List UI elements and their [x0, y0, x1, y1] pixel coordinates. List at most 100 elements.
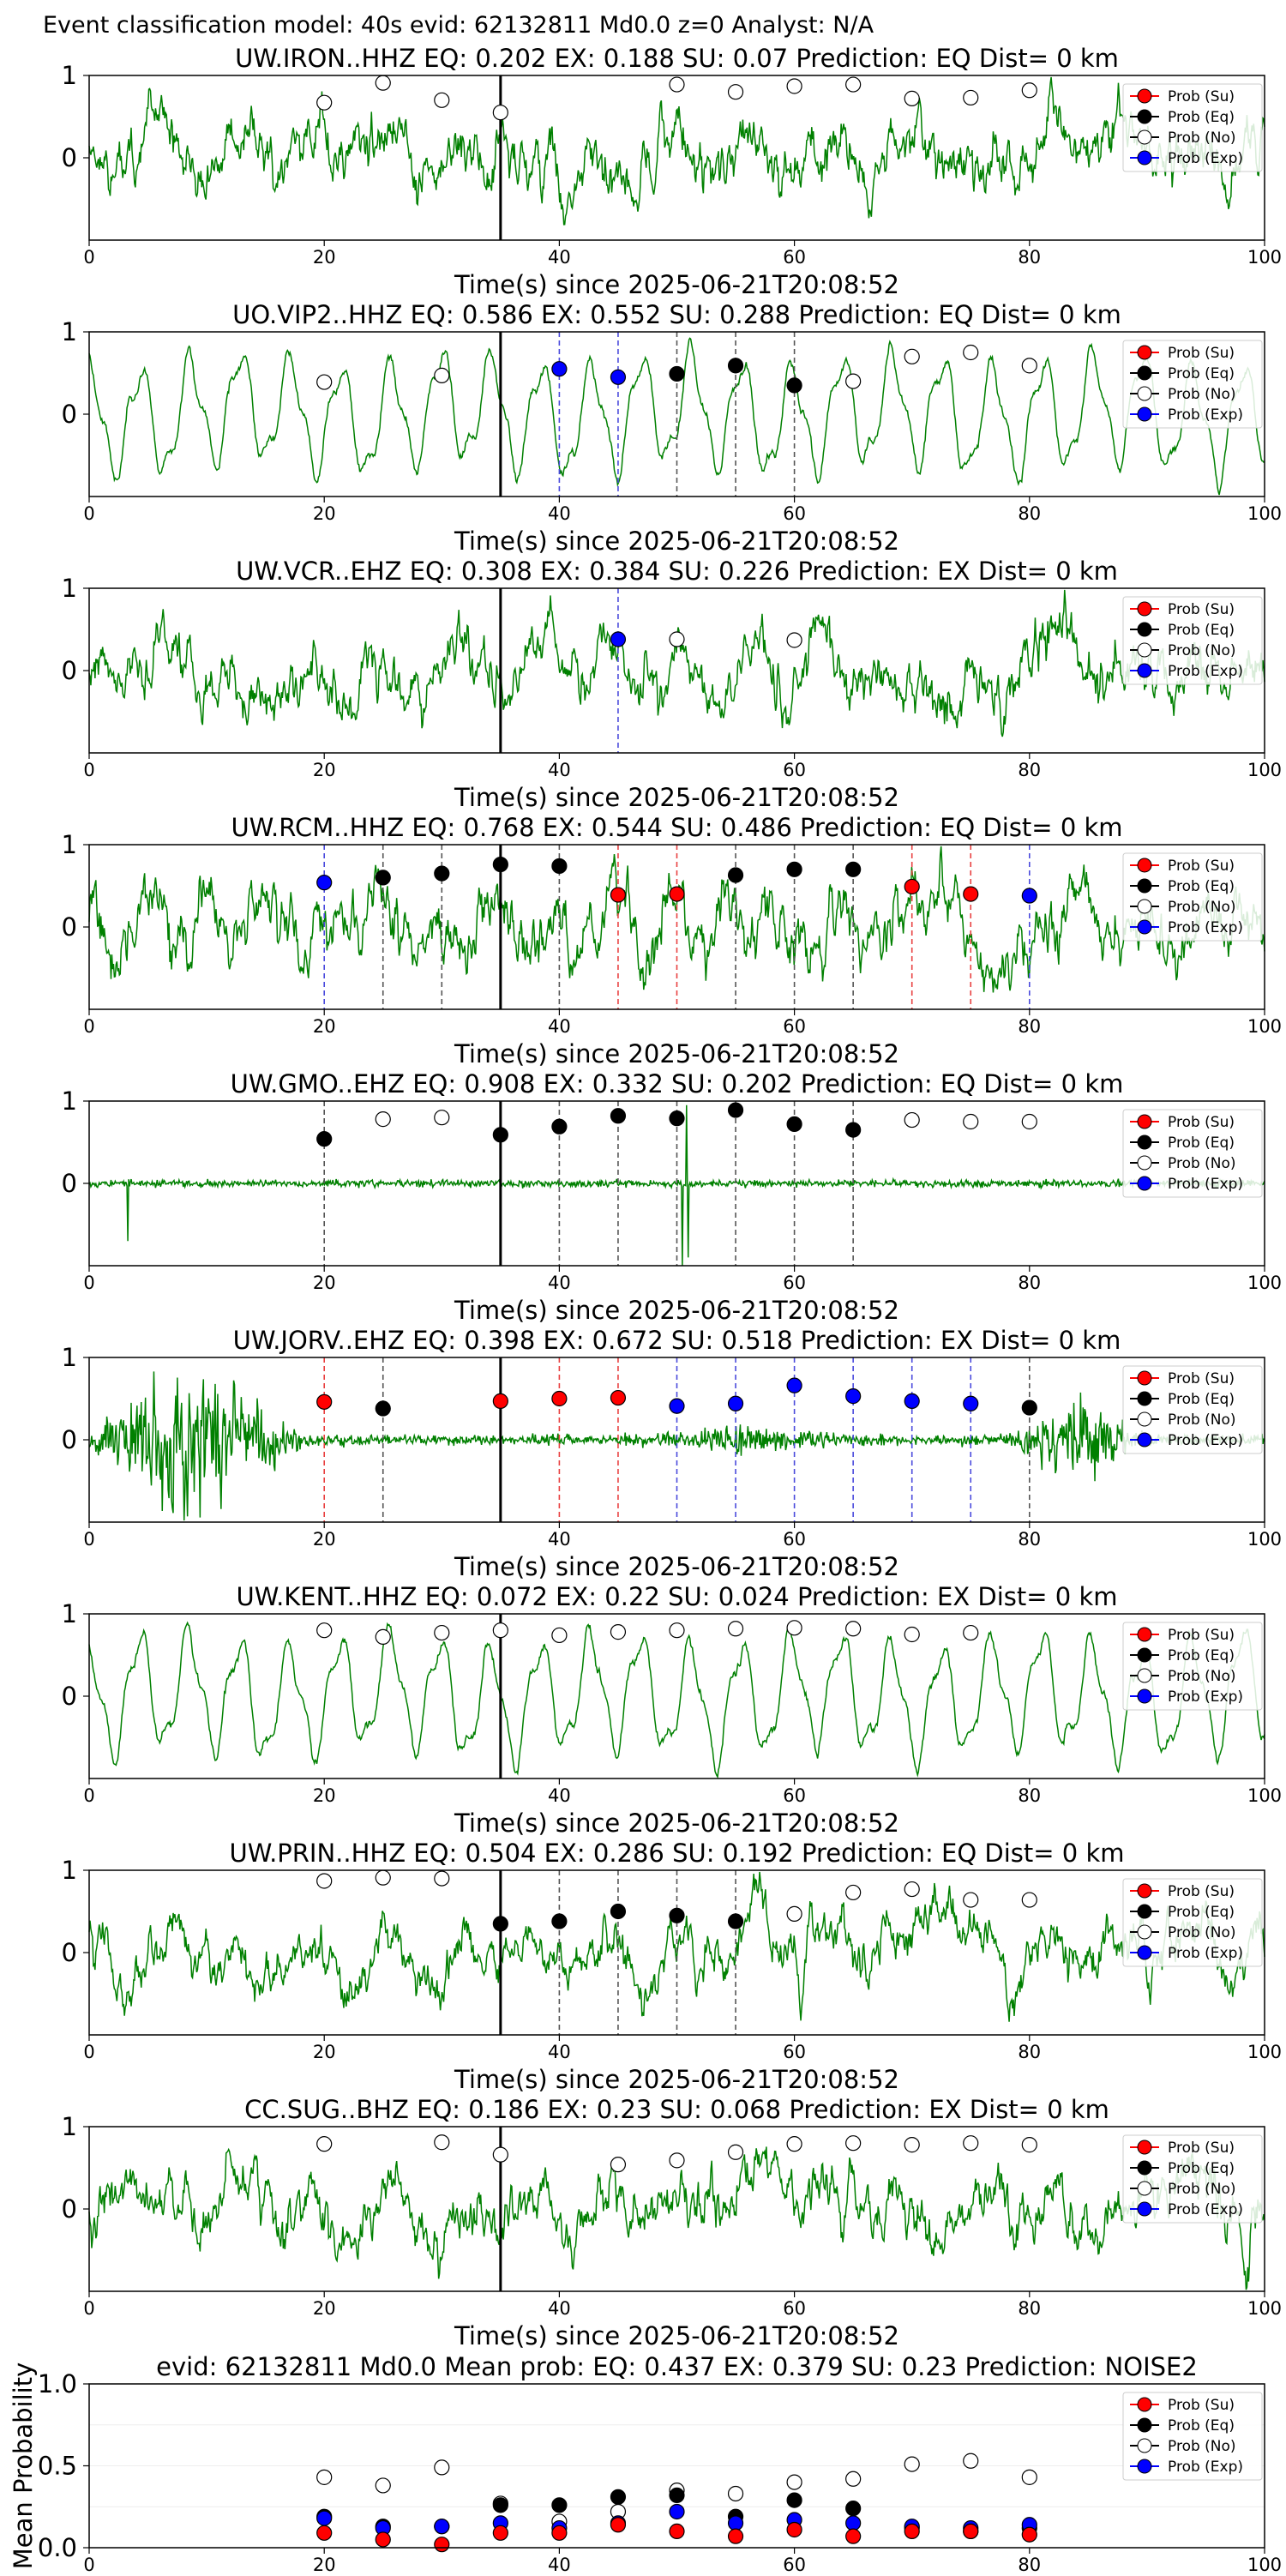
legend-marker-su	[1137, 858, 1152, 873]
legend-box: Prob (Su) Prob (Eq) Prob (No) Prob (Exp)	[1122, 2134, 1263, 2224]
x-tick-label: 60	[783, 1529, 806, 1550]
legend-marker-su	[1137, 1883, 1152, 1899]
x-tick-label: 20	[313, 2555, 336, 2573]
station-panel-7: UW.KENT..HHZ EQ: 0.072 EX: 0.22 SU: 0.02…	[62, 1582, 1283, 1838]
legend-marker-su	[1137, 2140, 1152, 2155]
panel-title: UW.GMO..EHZ EQ: 0.908 EX: 0.332 SU: 0.20…	[231, 1069, 1124, 1098]
station-panel-9: CC.SUG..BHZ EQ: 0.186 EX: 0.23 SU: 0.068…	[62, 2095, 1283, 2350]
waveform-trace	[88, 1621, 1265, 1779]
legend-marker-exp	[1137, 1688, 1152, 1704]
prob-point-su	[669, 886, 685, 902]
x-tick-label: 0	[83, 2042, 94, 2062]
legend-frame	[1122, 2392, 1263, 2481]
prob-point-no	[727, 2144, 744, 2160]
prob-point-no	[963, 2135, 979, 2152]
y-tick-label: 0	[62, 400, 77, 429]
mean-point-no	[786, 2474, 802, 2490]
x-tick-label: 100	[1247, 1785, 1282, 1806]
x-tick-label: 0	[83, 1785, 94, 1806]
prob-point-no	[845, 1621, 862, 1637]
station-panel-3: UW.VCR..EHZ EQ: 0.308 EX: 0.384 SU: 0.22…	[62, 557, 1283, 812]
legend-box: Prob (Su) Prob (Eq) Prob (No) Prob (Exp)	[1122, 2392, 1263, 2481]
prob-point-su	[610, 887, 627, 903]
panel-title: evid: 62132811 Md0.0 Mean prob: EQ: 0.43…	[156, 2352, 1198, 2381]
prob-point-eq	[610, 1108, 627, 1124]
x-tick-label: 80	[1018, 1273, 1041, 1293]
legend-marker-eq	[1137, 1647, 1152, 1663]
x-tick-label: 80	[1018, 1016, 1041, 1037]
x-axis-label: Time(s) since 2025-06-21T20:08:52	[454, 1809, 899, 1838]
legend-frame	[1122, 340, 1263, 429]
legend-marker-no	[1137, 386, 1152, 401]
y-tick-label: 0.0	[38, 2533, 77, 2562]
prob-point-su	[316, 1393, 333, 1410]
x-tick-label: 60	[783, 1016, 806, 1037]
prob-point-su	[551, 1390, 568, 1407]
y-tick-label: 0	[62, 1682, 77, 1711]
prob-point-eq	[610, 1903, 627, 1920]
legend-box: Prob (Su) Prob (Eq) Prob (No) Prob (Exp)	[1122, 83, 1263, 172]
legend-label-exp: Prob (Exp)	[1168, 919, 1243, 936]
legend-label-su: Prob (Su)	[1168, 1114, 1235, 1131]
x-tick-label: 20	[313, 1785, 336, 1806]
mean-point-no	[904, 2456, 920, 2472]
x-axis-label: Time(s) since 2025-06-21T20:08:52	[454, 1552, 899, 1581]
y-tick-label: 1	[62, 2112, 77, 2141]
prob-point-no	[375, 1628, 391, 1645]
prob-point-exp	[551, 361, 568, 377]
x-tick-label: 100	[1247, 1529, 1282, 1550]
prob-point-no	[845, 373, 862, 389]
mean-point-su	[669, 2523, 685, 2539]
legend-marker-no	[1137, 642, 1152, 658]
x-tick-label: 100	[1247, 2555, 1282, 2573]
legend-label-exp: Prob (Exp)	[1168, 150, 1243, 167]
legend-label-exp: Prob (Exp)	[1168, 2201, 1243, 2218]
prob-point-no	[492, 1622, 508, 1639]
mean-point-su	[316, 2525, 333, 2541]
x-axis-label: Time(s) since 2025-06-21T20:08:52	[454, 1296, 899, 1325]
prob-point-eq	[845, 1122, 862, 1138]
y-tick-label: 1	[62, 61, 77, 90]
legend-label-su: Prob (Su)	[1168, 88, 1235, 105]
panel-title: UW.IRON..HHZ EQ: 0.202 EX: 0.188 SU: 0.0…	[235, 44, 1119, 73]
prob-point-su	[610, 1389, 627, 1406]
mean-point-exp	[727, 2515, 744, 2531]
legend-marker-exp	[1137, 1176, 1152, 1191]
legend-marker-su	[1137, 1114, 1152, 1129]
x-tick-label: 100	[1247, 2298, 1282, 2319]
x-tick-label: 80	[1018, 247, 1041, 268]
prob-point-no	[316, 1622, 333, 1639]
legend-label-no: Prob (No)	[1168, 1668, 1236, 1685]
y-tick-label: 0	[62, 912, 77, 942]
legend-label-no: Prob (No)	[1168, 1411, 1236, 1429]
prob-point-eq	[551, 1118, 568, 1135]
x-tick-label: 0	[83, 247, 94, 268]
prob-point-eq	[669, 1110, 685, 1127]
y-tick-label: 1	[62, 830, 77, 859]
x-tick-label: 20	[313, 2298, 336, 2319]
prob-point-no	[845, 1884, 862, 1901]
panel-title: UO.VIP2..HHZ EQ: 0.586 EX: 0.552 SU: 0.2…	[232, 300, 1121, 329]
mean-point-su	[1021, 2526, 1037, 2543]
prob-point-eq	[316, 1131, 333, 1147]
legend-label-su: Prob (Su)	[1168, 2397, 1235, 2414]
x-tick-label: 20	[313, 247, 336, 268]
legend-marker-eq	[1137, 2160, 1152, 2176]
prob-point-no	[904, 1881, 920, 1898]
legend-label-su: Prob (Su)	[1168, 858, 1235, 875]
figure-header: Event classification model: 40s evid: 62…	[43, 12, 874, 39]
legend-marker-eq	[1137, 1391, 1152, 1406]
prob-point-no	[1021, 358, 1037, 374]
prob-point-exp	[669, 1398, 685, 1414]
legend-label-no: Prob (No)	[1168, 386, 1236, 403]
prob-point-no	[1021, 2137, 1037, 2153]
prob-point-eq	[786, 1116, 802, 1132]
mean-point-su	[963, 2523, 979, 2539]
legend-marker-exp	[1137, 919, 1152, 935]
prob-point-no	[904, 2137, 920, 2153]
prob-point-eq	[786, 861, 802, 877]
prob-point-eq	[551, 858, 568, 875]
mean-point-su	[786, 2521, 802, 2538]
